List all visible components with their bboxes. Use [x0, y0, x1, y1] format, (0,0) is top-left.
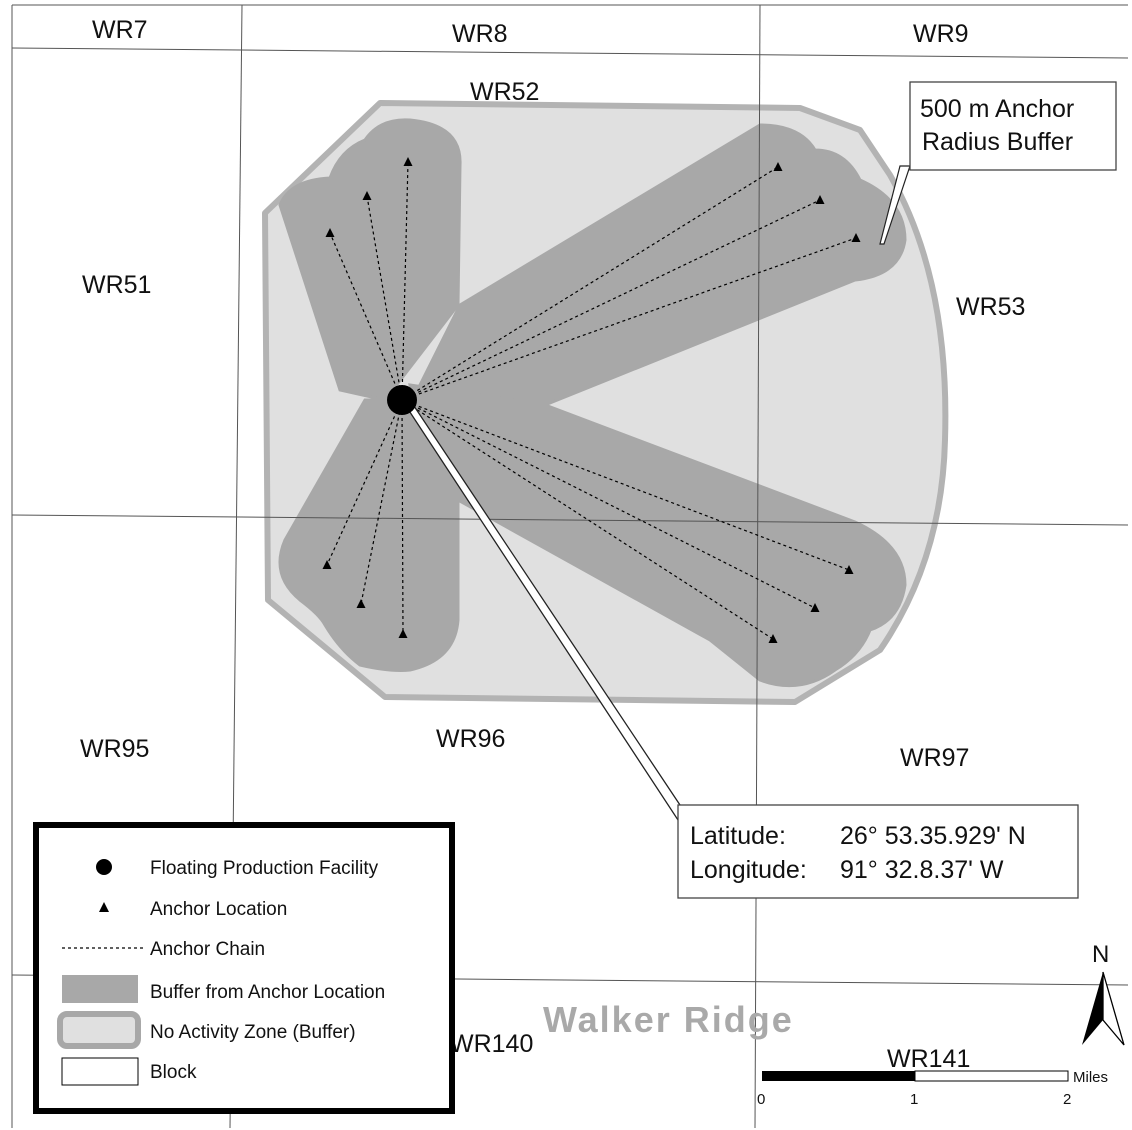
- buffer-callout-line1: 500 m Anchor: [920, 95, 1074, 123]
- block-label-wr8: WR8: [452, 20, 508, 48]
- anchor-location-12: [398, 629, 408, 638]
- block-label-wr7: WR7: [92, 16, 148, 44]
- area-name-label: Walker Ridge: [543, 999, 794, 1040]
- anchor-location-9: [768, 634, 778, 643]
- block-label-wr140: WR140: [450, 1030, 533, 1058]
- legend-buffer-symbol: [62, 975, 138, 1003]
- north-arrow-left-half: [1082, 972, 1103, 1045]
- anchor-location-10: [322, 560, 332, 569]
- anchor-location-4: [773, 162, 783, 171]
- location-callout: Latitude: 26° 53.35.929' N Longitude: 91…: [677, 804, 1079, 899]
- legend-facility-symbol: [96, 859, 112, 875]
- block-label-wr95: WR95: [80, 735, 149, 763]
- block-label-wr51: WR51: [82, 271, 151, 299]
- legend-facility-label: Floating Production Facility: [150, 858, 379, 879]
- buffer-callout-line2: Radius Buffer: [922, 128, 1073, 156]
- legend-no-activity-label: No Activity Zone (Buffer): [150, 1022, 356, 1043]
- block-label-wr53: WR53: [956, 293, 1025, 321]
- anchor-locations: [322, 157, 861, 643]
- anchor-chain-6: [401, 237, 857, 401]
- anchor-chains: [326, 161, 857, 640]
- legend-no-activity-symbol: [57, 1011, 141, 1049]
- anchor-location-11: [356, 599, 366, 608]
- block-label-wr52: WR52: [470, 78, 539, 106]
- anchor-chain-7: [401, 399, 850, 571]
- scale-tick-0: 0: [757, 1091, 765, 1108]
- anchor-chain-10: [326, 399, 403, 566]
- block-label-wr96: WR96: [436, 725, 505, 753]
- anchor-location-8: [810, 603, 820, 612]
- anchor-chain-1: [329, 232, 403, 401]
- anchor-buffer-areas: [278, 118, 907, 688]
- block-label-wr97: WR97: [900, 744, 969, 772]
- legend-anchor-label: Anchor Location: [150, 899, 287, 920]
- anchor-chain-3: [401, 161, 409, 401]
- floating-production-facility-marker: [387, 385, 417, 415]
- latitude-value: 26° 53.35.929' N: [840, 822, 1026, 850]
- anchor-location-5: [815, 195, 825, 204]
- longitude-label: Longitude:: [690, 856, 807, 884]
- anchor-location-3: [403, 157, 413, 166]
- anchor-buffer-sw: [278, 398, 460, 672]
- scale-bar-segment-black: [762, 1071, 915, 1081]
- legend: Floating Production Facility Anchor Loca…: [33, 822, 455, 1114]
- north-label: N: [1092, 941, 1109, 968]
- scale-tick-2: 2: [1063, 1091, 1071, 1108]
- block-label-wr141: WR141: [887, 1045, 970, 1073]
- scale-bar-segment-white: [914, 1070, 1069, 1082]
- anchor-buffer-se: [408, 383, 907, 688]
- anchor-location-2: [362, 191, 372, 200]
- anchor-chain-2: [366, 195, 403, 401]
- scale-unit: Miles: [1073, 1069, 1108, 1086]
- scale-bar: 0 1 2 Miles: [757, 1069, 1108, 1108]
- anchor-chain-4: [401, 166, 779, 401]
- anchor-location-6: [851, 233, 861, 242]
- anchor-location-7: [844, 565, 854, 574]
- longitude-value: 91° 32.8.37' W: [840, 856, 1004, 884]
- legend-chain-label: Anchor Chain: [150, 939, 265, 960]
- latitude-label: Latitude:: [690, 822, 786, 850]
- anchor-chain-9: [401, 399, 774, 640]
- legend-block-label: Block: [150, 1062, 197, 1083]
- legend-anchor-symbol: [99, 902, 109, 912]
- scale-tick-1: 1: [910, 1091, 918, 1108]
- legend-block-symbol: [61, 1057, 139, 1086]
- block-label-wr9: WR9: [913, 20, 969, 48]
- anchor-chain-8: [401, 399, 816, 609]
- north-arrow-icon: N: [1082, 941, 1125, 1046]
- north-arrow-right-half: [1102, 971, 1125, 1046]
- buffer-callout: 500 m Anchor Radius Buffer: [879, 81, 1117, 245]
- legend-buffer-label: Buffer from Anchor Location: [150, 982, 385, 1003]
- anchor-location-1: [325, 228, 335, 237]
- anchor-buffer-nw: [278, 118, 462, 402]
- buffer-callout-box: [909, 81, 1117, 171]
- anchor-chain-11: [360, 399, 403, 605]
- anchor-chain-5: [401, 199, 821, 401]
- anchor-buffer-ne: [417, 123, 907, 407]
- location-callout-box: [677, 804, 1079, 899]
